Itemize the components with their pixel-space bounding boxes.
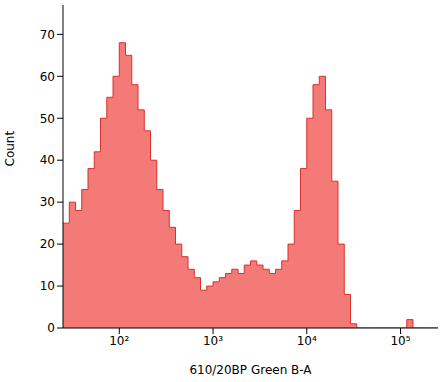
svg-text:Count: Count bbox=[8, 131, 17, 167]
svg-text:10: 10 bbox=[40, 279, 55, 293]
svg-text:30: 30 bbox=[40, 195, 55, 209]
svg-text:20: 20 bbox=[40, 237, 55, 251]
svg-text:10²: 10² bbox=[109, 334, 129, 348]
svg-text:70: 70 bbox=[40, 28, 55, 42]
svg-text:610/20BP Green B-A: 610/20BP Green B-A bbox=[189, 363, 312, 377]
svg-text:10³: 10³ bbox=[203, 334, 223, 348]
svg-text:40: 40 bbox=[40, 153, 55, 167]
svg-text:10⁴: 10⁴ bbox=[297, 334, 317, 348]
svg-text:0: 0 bbox=[47, 321, 55, 335]
svg-text:50: 50 bbox=[40, 112, 55, 126]
svg-text:10⁵: 10⁵ bbox=[390, 334, 410, 348]
svg-text:60: 60 bbox=[40, 70, 55, 84]
